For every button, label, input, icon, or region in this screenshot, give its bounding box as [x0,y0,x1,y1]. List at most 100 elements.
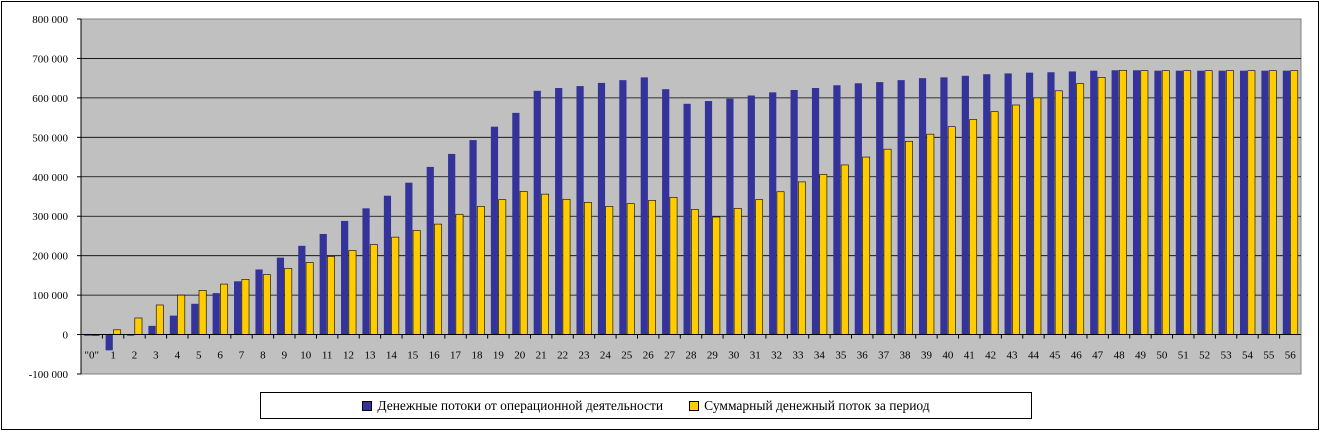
bar-total [862,156,871,335]
x-tick-label: 4 [175,350,181,362]
x-tick-label: 2 [132,350,138,362]
bar-operating [1025,72,1034,335]
x-tick-label: 23 [578,350,590,362]
x-tick-label: 21 [536,350,547,362]
bar-total [583,202,592,335]
x-tick-label: "0" [84,350,98,362]
bar-operating [319,233,327,335]
bar-operating [1154,70,1162,335]
x-tick-label: 11 [322,350,333,362]
bar-operating [961,75,969,335]
x-tick-label: 22 [557,350,568,362]
bar-total [819,174,828,335]
x-tick-label: 42 [985,350,996,362]
x-tick-label: 33 [793,350,805,362]
x-tick-label: 28 [686,350,698,362]
x-tick-label: 56 [1285,350,1297,362]
bar-operating [876,82,884,335]
bar-total [134,317,143,335]
x-tick-label: 46 [1071,350,1083,362]
x-tick-label: 52 [1199,350,1210,362]
bar-total [605,206,614,335]
legend-swatch-operating [362,400,373,411]
bar-total [947,126,956,335]
x-tick-label: 34 [814,350,826,362]
legend: Денежные потоки от операционной деятельн… [260,392,1032,419]
bar-total [348,250,357,335]
bar-total [177,294,186,335]
bar-total [626,203,635,335]
bar-operating [790,90,798,335]
legend-label-operating: Денежные потоки от операционной деятельн… [377,397,664,413]
bar-operating [683,103,691,335]
bar-total [1097,77,1106,335]
x-tick-label: 16 [429,350,441,362]
x-tick-label: 38 [900,350,912,362]
bar-total [840,164,849,335]
bar-total [391,236,400,335]
bar-operating [426,166,434,335]
bar-operating [148,325,156,335]
bar-total [990,111,999,335]
x-tick-label: 30 [728,350,740,362]
bar-operating [854,83,862,335]
x-tick-label: 41 [964,350,975,362]
x-tick-label: 12 [343,350,354,362]
bar-total [776,191,785,335]
bar-operating [983,74,991,335]
bar-operating [1132,70,1141,335]
bar-operating [619,80,627,335]
bar-total [113,329,121,335]
bar-operating [918,78,927,335]
x-tick-label: 55 [1263,350,1275,362]
bar-operating [811,88,820,335]
x-tick-label: 54 [1242,350,1254,362]
bar-operating [383,195,392,335]
bar-operating [191,303,199,335]
bar-total [905,140,913,335]
x-tick-label: 53 [1221,350,1233,362]
legend-item-operating: Денежные потоки от операционной деятельн… [362,398,663,414]
x-tick-label: 25 [621,350,633,362]
bar-total [969,119,978,335]
y-tick-label: 300 000 [32,211,68,223]
x-tick-label: 10 [300,350,312,362]
bar-operating [341,220,349,335]
bar-operating [726,98,734,335]
bar-operating [576,86,584,335]
bar-total [412,230,421,335]
x-tick-label: 7 [239,350,245,362]
bar-total [1183,70,1192,335]
y-tick-label: 400 000 [32,172,68,184]
bar-operating [1068,71,1076,335]
bar-total [755,199,764,335]
bar-operating [662,89,670,335]
x-tick-label: 29 [707,350,719,362]
bar-operating [127,334,135,336]
x-tick-label: 24 [600,350,612,362]
x-tick-label: 45 [1049,350,1061,362]
x-tick-label: 31 [750,350,761,362]
bar-operating [640,77,648,335]
y-tick-label: 100 000 [32,290,68,302]
bar-operating [704,101,713,335]
bar-operating [298,245,306,335]
bar-total [883,148,892,335]
bar-operating [555,88,563,335]
x-tick-label: 51 [1178,350,1189,362]
bar-operating [747,95,755,335]
bar-total [220,283,228,335]
bar-total [541,193,549,335]
x-tick-label: 40 [942,350,954,362]
bar-total [305,262,314,335]
bar-operating [1004,73,1012,335]
y-tick-label: 800 000 [32,14,68,26]
bar-operating [276,257,285,335]
bar-operating [469,140,477,335]
bar-total [1290,70,1299,335]
bar-operating [769,92,777,335]
bar-total [733,208,742,335]
bar-total [1119,69,1127,335]
y-tick-label: 600 000 [32,93,68,105]
